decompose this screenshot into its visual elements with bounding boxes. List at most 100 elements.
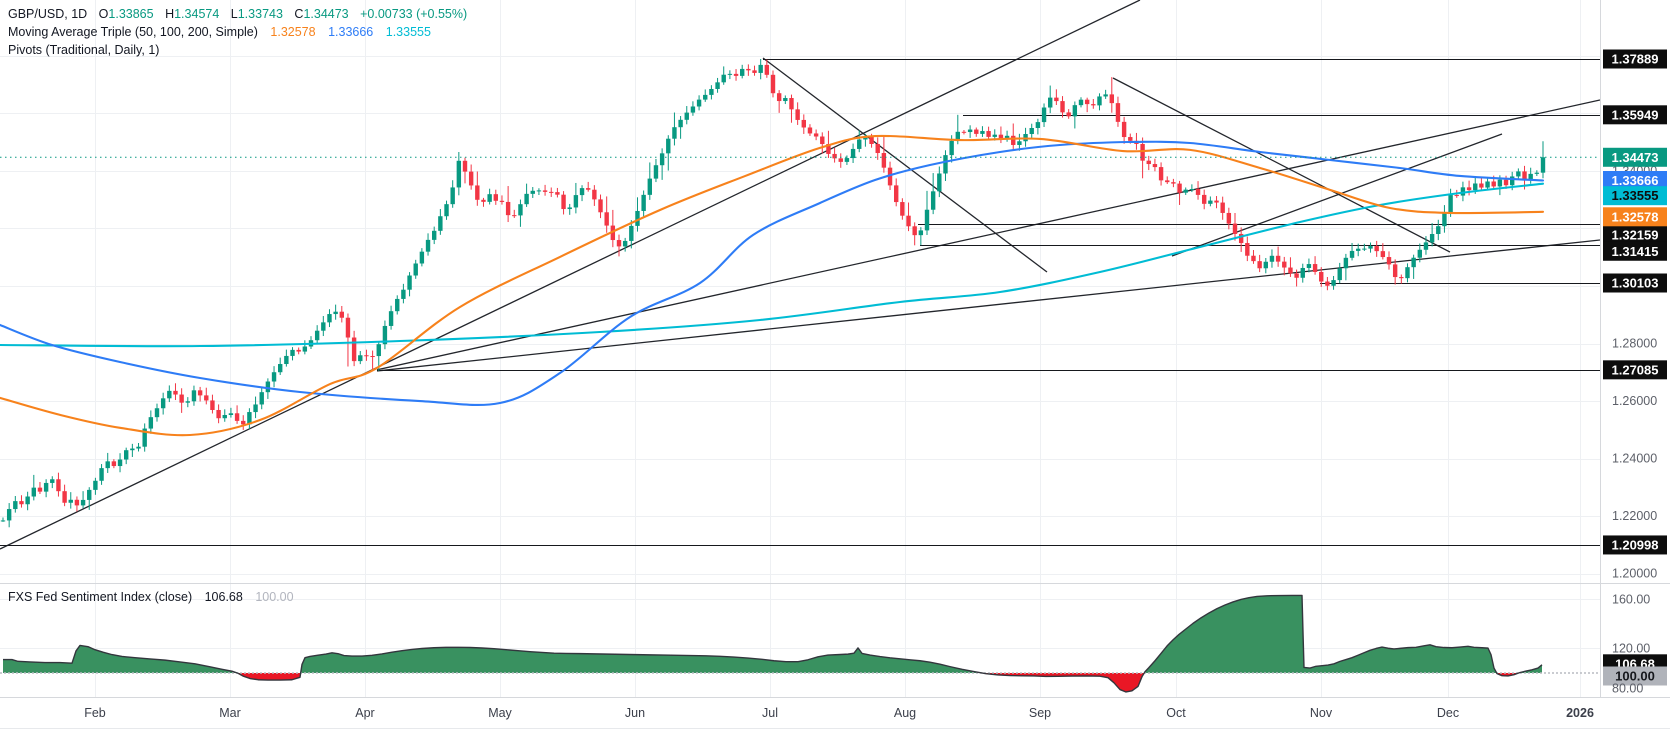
- candle: [1121, 121, 1127, 138]
- candle: [875, 143, 880, 154]
- candle: [1202, 194, 1207, 204]
- candle: [25, 496, 30, 505]
- gridlines: [0, 0, 1600, 697]
- candle: [1091, 104, 1096, 106]
- candle: [1411, 257, 1416, 268]
- candle: [807, 127, 813, 134]
- pivot-lines[interactable]: [0, 58, 1600, 547]
- candle: [130, 448, 135, 451]
- candle: [1103, 94, 1108, 97]
- candle: [1312, 264, 1318, 272]
- candle: [1275, 255, 1281, 262]
- candle: [222, 415, 227, 419]
- candle: [290, 349, 295, 356]
- candle: [0, 520, 6, 522]
- candle: [579, 188, 585, 196]
- candle: [370, 356, 375, 358]
- candle: [1238, 233, 1244, 244]
- candle: [1300, 267, 1305, 278]
- trendlines[interactable]: [0, 0, 1600, 550]
- sentiment-indicator-title: FXS Fed Sentiment Index (close): [8, 590, 193, 604]
- candle: [1503, 179, 1509, 186]
- sentiment-outline: [3, 594, 1543, 693]
- candle: [1380, 251, 1386, 258]
- candle: [456, 160, 462, 188]
- candle: [1343, 257, 1349, 269]
- candle: [826, 144, 831, 154]
- candle: [752, 70, 757, 73]
- candle: [1109, 94, 1114, 104]
- candle: [1165, 180, 1170, 183]
- candle: [117, 459, 123, 467]
- candle: [1004, 135, 1010, 140]
- svg-text:Mar: Mar: [219, 706, 241, 720]
- candle: [124, 450, 129, 460]
- price-axis[interactable]: 1.340001.280001.260001.240001.220001.200…: [1603, 49, 1667, 581]
- candle: [1084, 99, 1090, 105]
- candle: [992, 134, 997, 137]
- svg-text:1.20998: 1.20998: [1612, 537, 1659, 552]
- candle: [1189, 188, 1195, 190]
- candle: [31, 487, 36, 497]
- axis-price-box: [1603, 273, 1667, 293]
- candle: [672, 127, 677, 139]
- close-label: C: [294, 7, 304, 21]
- candle: [111, 461, 117, 467]
- svg-text:80.00: 80.00: [1612, 682, 1643, 696]
- candle: [1442, 212, 1447, 227]
- symbol-legend-row[interactable]: GBP/USD, 1D O1.33865 H1.34574 L1.33743 C…: [8, 5, 467, 23]
- candle: [949, 140, 954, 156]
- candle: [943, 155, 948, 174]
- ma-legend-row[interactable]: Moving Average Triple (50, 100, 200, Sim…: [8, 23, 467, 41]
- svg-text:1.33666: 1.33666: [1612, 173, 1659, 188]
- axis-price-box: [1603, 147, 1667, 167]
- candle: [850, 148, 856, 159]
- candle: [1054, 97, 1059, 102]
- candle: [974, 129, 979, 134]
- candle: [610, 225, 616, 241]
- candle: [419, 251, 425, 264]
- candle: [813, 133, 819, 137]
- candle: [1048, 97, 1053, 108]
- svg-text:2026: 2026: [1566, 706, 1594, 720]
- candle: [659, 153, 665, 166]
- candle: [50, 479, 55, 483]
- candle: [1405, 267, 1410, 279]
- sentiment-area[interactable]: [0, 594, 1600, 693]
- candle: [142, 428, 147, 447]
- candle: [555, 192, 560, 195]
- candle: [1362, 248, 1367, 250]
- candle: [924, 209, 930, 231]
- svg-text:120.00: 120.00: [1612, 641, 1650, 655]
- ma200-line: [0, 182, 1545, 348]
- open-label: O: [98, 7, 109, 21]
- candle: [1325, 281, 1330, 286]
- candle: [783, 98, 788, 102]
- candle: [863, 136, 868, 140]
- axis-price-box: [1603, 207, 1667, 227]
- candle: [1516, 171, 1521, 177]
- candle: [499, 200, 505, 202]
- svg-text:1.30103: 1.30103: [1612, 276, 1659, 291]
- time-axis[interactable]: Feb Mar Apr May Jun Jul Aug Sep Oct Nov Dec 2026: [84, 706, 1594, 720]
- candle: [1060, 101, 1065, 113]
- candle: [894, 185, 899, 203]
- candle: [1183, 189, 1188, 193]
- candle: [487, 194, 492, 202]
- axis-price-box: [1603, 170, 1667, 190]
- axis-price-box: [1603, 49, 1667, 69]
- sentiment-legend[interactable]: FXS Fed Sentiment Index (close) 106.68 1…: [8, 588, 294, 606]
- close-value: 1.34473: [303, 7, 349, 21]
- candle: [1232, 223, 1238, 234]
- candle: [259, 392, 264, 405]
- candle: [265, 381, 271, 393]
- moving-averages: [0, 134, 1545, 437]
- candle: [87, 489, 92, 500]
- candle: [832, 153, 837, 159]
- pivots-legend-row[interactable]: Pivots (Traditional, Daily, 1): [8, 41, 467, 59]
- candle: [74, 499, 80, 506]
- svg-text:Sep: Sep: [1029, 706, 1051, 720]
- candle: [967, 129, 973, 133]
